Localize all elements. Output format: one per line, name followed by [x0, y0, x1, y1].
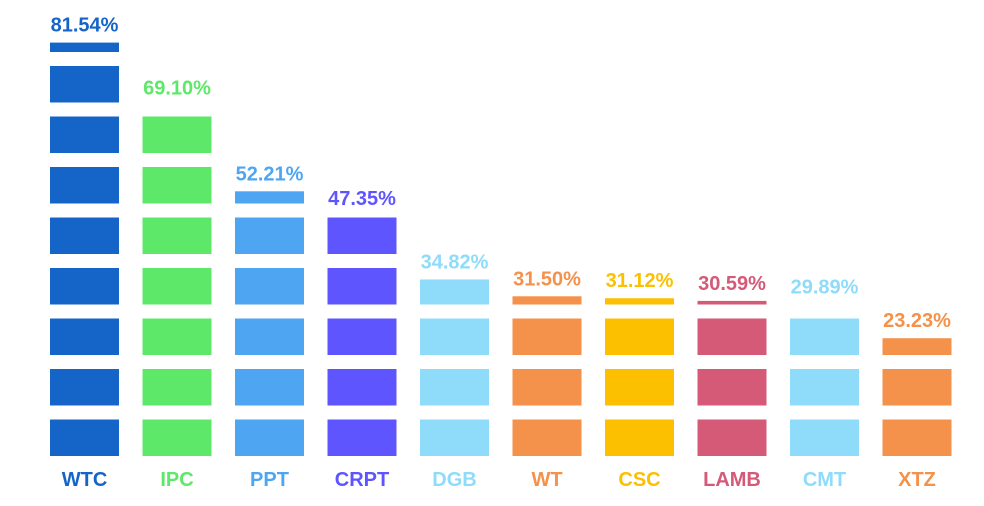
bar-xtz [882, 338, 952, 456]
bar-segment [420, 279, 489, 305]
value-label: 23.23% [883, 310, 951, 332]
bar-segment [882, 419, 952, 456]
bar-segment [512, 419, 582, 456]
bar-segment [605, 298, 674, 305]
bar-segment [50, 66, 119, 103]
bar-segment [235, 369, 304, 406]
category-label: DGB [432, 469, 476, 491]
category-label: CSC [618, 469, 660, 491]
bar-segment [50, 116, 119, 153]
bar-segment [697, 300, 767, 305]
bar-cmt [790, 318, 859, 456]
bar-segment [142, 419, 212, 456]
bar-wtc [50, 42, 119, 456]
bar-segment [50, 268, 119, 305]
value-label: 52.21% [236, 163, 304, 185]
value-label: 31.12% [606, 270, 674, 292]
bar-segment [790, 318, 859, 355]
bar-segment [327, 419, 397, 456]
bar-segment [790, 419, 859, 456]
value-label: 29.89% [791, 276, 859, 298]
bar-segment [50, 217, 119, 254]
bar-segment [512, 318, 582, 355]
bar-segment [605, 369, 674, 406]
bar-segment [235, 217, 304, 254]
value-label: 31.50% [513, 268, 581, 290]
category-label: XTZ [898, 469, 936, 491]
bar-segment [50, 42, 119, 52]
bar-lamb [697, 300, 767, 456]
bar-segment [882, 338, 952, 355]
bar-segment [420, 419, 489, 456]
value-label: 81.54% [51, 15, 119, 37]
bar-segment [327, 268, 397, 305]
bar-segment [235, 419, 304, 456]
bar-segment [697, 318, 767, 355]
value-label: 30.59% [698, 273, 766, 295]
bar-wt [512, 296, 582, 456]
value-label: 47.35% [328, 188, 396, 210]
category-label: PPT [250, 469, 289, 491]
bar-segment [142, 268, 212, 305]
bar-segment [512, 296, 582, 305]
bar-segment [327, 369, 397, 406]
bar-segment [235, 191, 304, 204]
bar-segment [142, 217, 212, 254]
bar-ppt [235, 191, 304, 456]
category-label: CRPT [335, 469, 389, 491]
bar-segment [142, 369, 212, 406]
bar-segment [420, 318, 489, 355]
bar-segment [327, 318, 397, 355]
bar-segment [50, 167, 119, 204]
bar-segment [50, 318, 119, 355]
bar-segment [142, 116, 212, 153]
bar-segment [50, 369, 119, 406]
bar-segment [605, 419, 674, 456]
bar-segment [697, 369, 767, 406]
bar-segment [697, 419, 767, 456]
bar-segment [790, 369, 859, 406]
category-label: LAMB [703, 469, 761, 491]
bar-csc [605, 298, 674, 456]
bar-segment [235, 318, 304, 355]
value-label: 69.10% [143, 78, 211, 100]
bar-segment [50, 419, 119, 456]
bar-dgb [420, 279, 489, 456]
category-label: IPC [160, 469, 193, 491]
category-label: CMT [803, 469, 846, 491]
bar-crpt [327, 217, 397, 456]
category-label: WTC [62, 469, 108, 491]
bar-segment [142, 167, 212, 204]
bar-segment [142, 318, 212, 355]
bar-segment [882, 369, 952, 406]
value-label: 34.82% [421, 251, 489, 273]
bar-segment [235, 268, 304, 305]
bar-segment [327, 217, 397, 254]
bar-segment [605, 318, 674, 355]
bar-segment [420, 369, 489, 406]
category-label: WT [531, 469, 562, 491]
bar-ipc [142, 116, 212, 456]
bar-segment [512, 369, 582, 406]
